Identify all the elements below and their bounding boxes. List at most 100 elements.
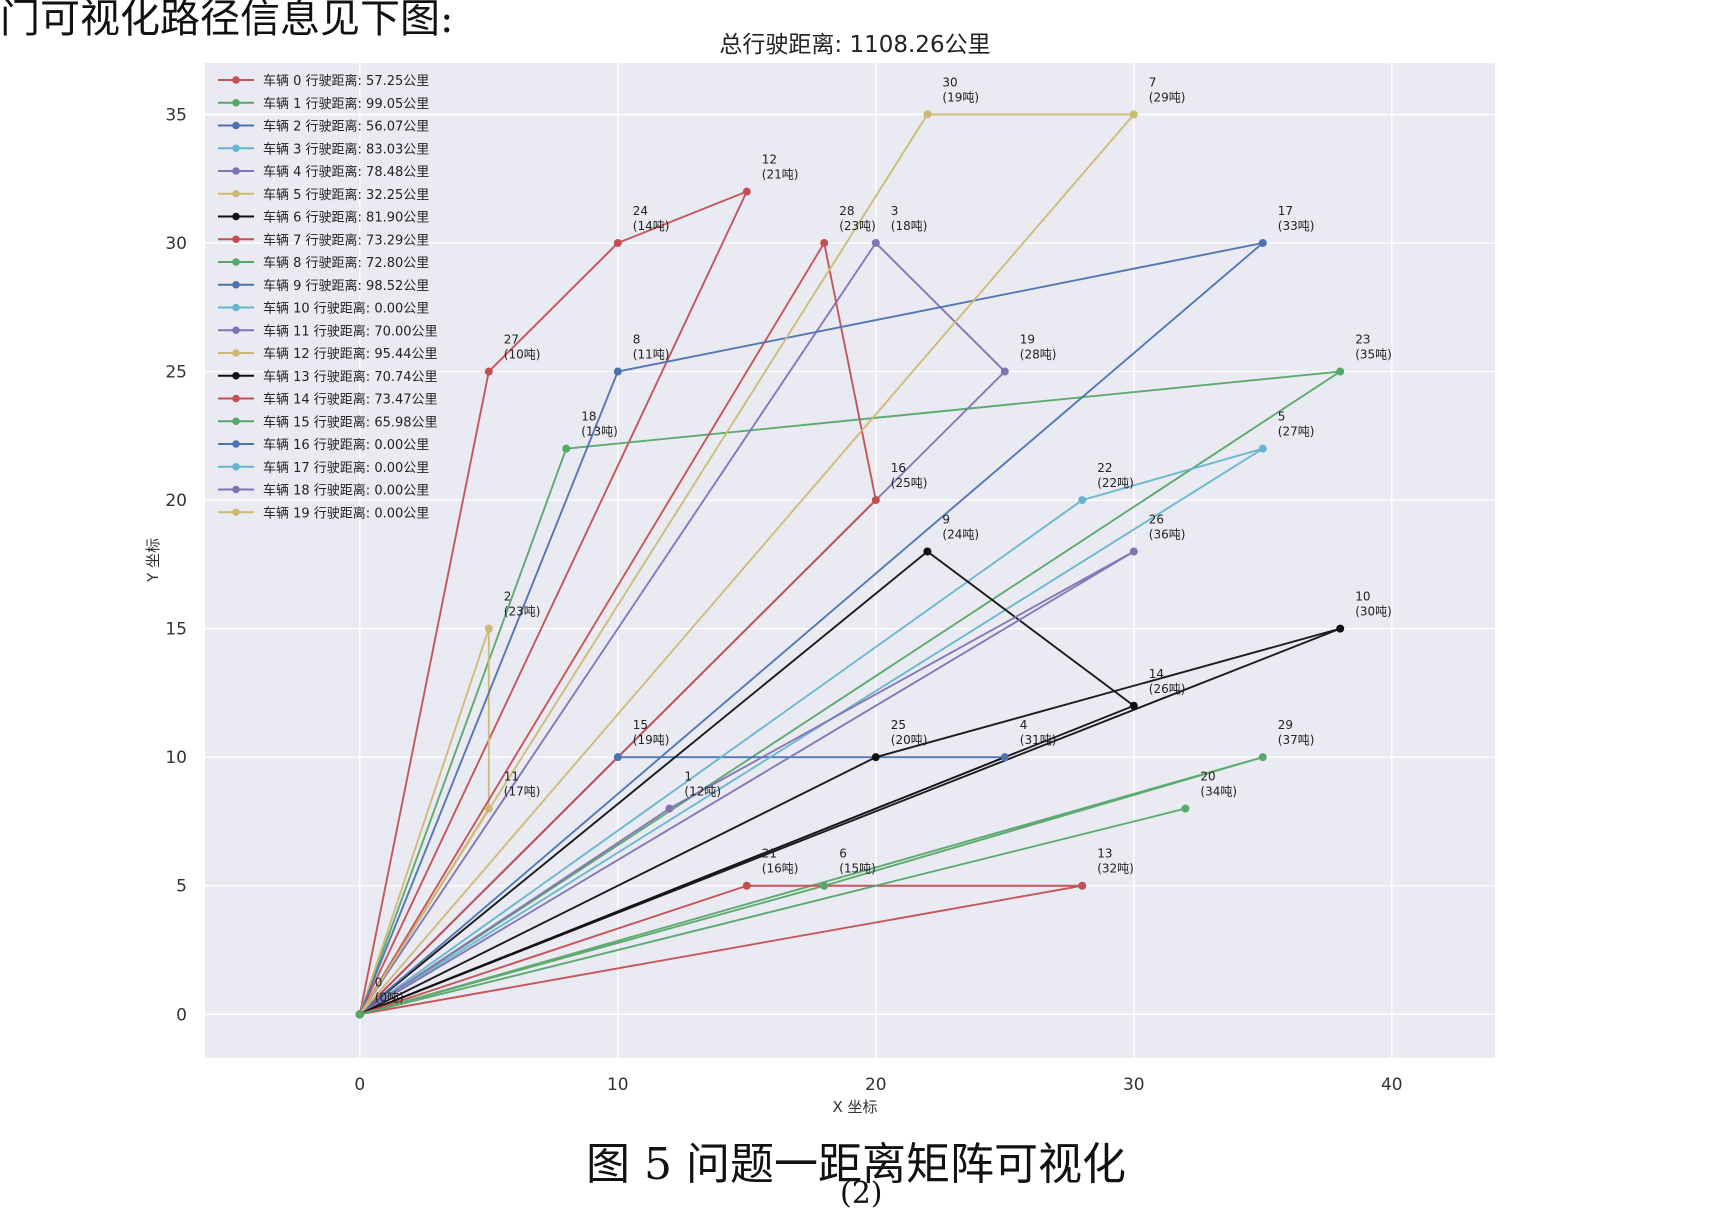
legend-swatch-marker [232, 212, 240, 221]
legend-entry-label: 车辆 18 行驶距离: 0.00公里 [263, 483, 429, 499]
route-point [1258, 753, 1267, 762]
route-point [1336, 367, 1345, 376]
point-id-label: 11 [504, 770, 519, 784]
point-id-label: 13 [1097, 847, 1112, 861]
legend-swatch-marker [232, 326, 240, 335]
legend-entry-label: 车辆 6 行驶距离: 81.90公里 [263, 210, 429, 226]
point-demand-label: (29吨) [1149, 90, 1186, 104]
x-tick-label: 30 [1123, 1075, 1145, 1095]
figure-caption: 图 5 问题一距离矩阵可视化 [586, 1139, 1126, 1190]
point-id-label: 7 [1149, 75, 1157, 89]
route-point [484, 624, 493, 633]
route-point [742, 881, 751, 890]
point-demand-label: (12吨) [684, 785, 721, 799]
y-tick-label: 20 [165, 491, 187, 511]
point-demand-label: (28吨) [1020, 348, 1057, 362]
point-demand-label: (24吨) [942, 528, 979, 542]
x-tick-label: 10 [607, 1075, 629, 1095]
legend-entry-label: 车辆 2 行驶距离: 56.07公里 [263, 119, 429, 135]
y-tick-label: 10 [165, 748, 187, 768]
legend-entry-label: 车辆 9 行驶距离: 98.52公里 [263, 278, 429, 294]
route-point [871, 238, 880, 247]
legend-entry-label: 车辆 0 行驶距离: 57.25公里 [263, 73, 429, 89]
point-demand-label: (16吨) [762, 862, 799, 876]
legend-entry-label: 车辆 14 行驶距离: 73.47公里 [263, 392, 438, 408]
legend-swatch-marker [232, 303, 240, 312]
point-demand-label: (10吨) [504, 348, 541, 362]
point-demand-label: (26吨) [1149, 682, 1186, 696]
point-id-label: 23 [1355, 333, 1370, 347]
legend-swatch-marker [232, 485, 240, 494]
route-point [1129, 701, 1138, 710]
route-point [1258, 238, 1267, 247]
legend-swatch-marker [232, 440, 240, 448]
legend-entry-label: 车辆 3 行驶距离: 83.03公里 [263, 141, 429, 157]
legend-swatch-marker [232, 258, 240, 266]
point-id-label: 8 [633, 333, 641, 347]
legend-swatch-marker [232, 235, 240, 244]
legend-entry-label: 车辆 10 行驶距离: 0.00公里 [263, 301, 429, 317]
point-id-label: 17 [1278, 204, 1293, 218]
route-line [358, 370, 1341, 1016]
route-line [359, 884, 1083, 1016]
x-tick-label: 40 [1381, 1075, 1403, 1095]
point-demand-label: (19吨) [633, 733, 670, 747]
point-id-label: 5 [1278, 410, 1286, 424]
point-demand-label: (17吨) [504, 785, 541, 799]
point-demand-label: (32吨) [1097, 862, 1134, 876]
point-id-label: 25 [891, 718, 906, 732]
y-tick-label: 5 [176, 877, 187, 897]
route-point [1000, 753, 1009, 762]
point-id-label: 1 [684, 770, 692, 784]
point-demand-label: (37吨) [1278, 733, 1315, 747]
legend-entry-label: 车辆 5 行驶距离: 32.25公里 [263, 187, 429, 203]
point-demand-label: (23吨) [839, 219, 876, 233]
legend-entry-label: 车辆 8 行驶距离: 72.80公里 [263, 255, 429, 271]
legend-swatch-marker [232, 144, 240, 153]
legend-swatch-marker [232, 349, 240, 357]
legend-entry-label: 车辆 16 行驶距离: 0.00公里 [263, 437, 429, 453]
legend-entry-label: 车辆 4 行驶距离: 78.48公里 [263, 164, 429, 180]
x-tick-label: 0 [354, 1075, 365, 1095]
point-id-label: 20 [1200, 770, 1215, 784]
legend-entry-label: 车辆 11 行驶距离: 70.00公里 [263, 323, 438, 339]
route-point [820, 881, 829, 890]
point-id-label: 19 [1020, 333, 1035, 347]
route-point [923, 110, 932, 119]
route-point [1000, 367, 1009, 376]
legend-entry-label: 车辆 15 行驶距离: 65.98公里 [263, 414, 438, 430]
route-point [562, 444, 571, 453]
legend-entry-label: 车辆 19 行驶距离: 0.00公里 [263, 505, 429, 521]
route-line [358, 113, 1136, 1015]
route-point [871, 496, 880, 505]
bottom-text-fragment: (2) [840, 1176, 883, 1211]
point-id-label: 26 [1149, 513, 1164, 527]
route-point [871, 753, 880, 762]
legend-swatch-marker [232, 394, 240, 403]
point-demand-label: (23吨) [504, 605, 541, 619]
point-id-label: 28 [839, 204, 854, 218]
route-point [613, 238, 622, 247]
point-demand-label: (31吨) [1020, 733, 1057, 747]
route-line [359, 447, 1264, 1016]
point-id-label: 0 [375, 975, 383, 989]
legend-swatch-marker [232, 189, 240, 198]
route-line [358, 241, 1267, 1016]
point-demand-label: (34吨) [1200, 785, 1237, 799]
point-demand-label: (0吨) [375, 990, 404, 1004]
route-line [359, 550, 1136, 1016]
point-demand-label: (22吨) [1097, 476, 1134, 490]
point-id-label: 29 [1278, 718, 1293, 732]
point-demand-label: (25吨) [891, 476, 928, 490]
point-id-label: 22 [1097, 461, 1112, 475]
point-demand-label: (19吨) [942, 90, 979, 104]
route-chart: 0(0吨)1(12吨)2(23吨)3(18吨)4(31吨)5(27吨)6(15吨… [144, 32, 1495, 1116]
point-id-label: 2 [504, 590, 512, 604]
y-tick-label: 15 [165, 620, 187, 640]
route-line [359, 627, 1341, 1016]
legend-entry-label: 车辆 1 行驶距离: 99.05公里 [263, 96, 429, 112]
y-axis-label: Y 坐标 [144, 538, 162, 583]
point-id-label: 12 [762, 153, 777, 167]
point-demand-label: (14吨) [633, 219, 670, 233]
y-tick-label: 25 [165, 363, 187, 383]
